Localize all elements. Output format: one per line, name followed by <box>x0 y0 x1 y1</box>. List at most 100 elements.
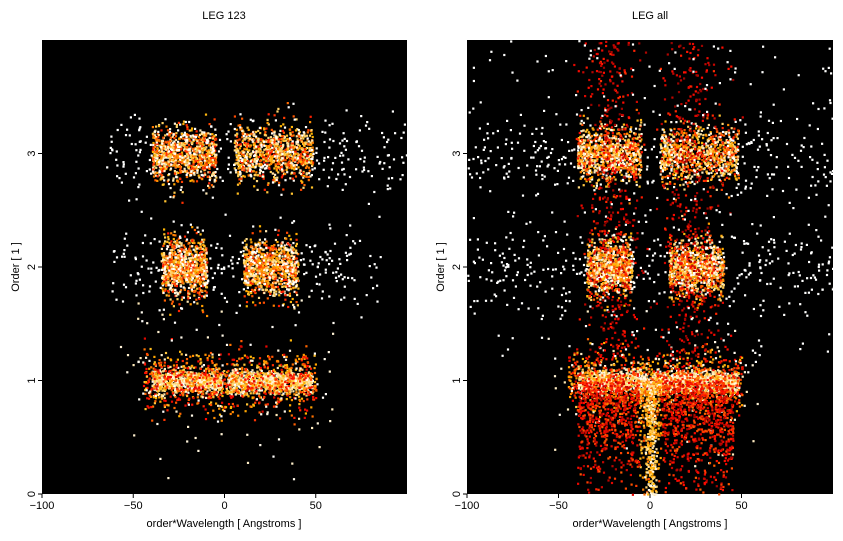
scatter-pixel <box>211 276 214 280</box>
order-1-pixel <box>218 367 221 370</box>
scatter-pixel <box>328 263 331 266</box>
order-2-pixel <box>200 289 203 292</box>
order-1-pixel <box>290 387 294 391</box>
order-1-pixel <box>290 366 293 369</box>
scatter-pixel <box>321 396 325 399</box>
order-2-pixel <box>273 291 276 294</box>
scatter-pixel <box>328 295 331 298</box>
order-2-pixel <box>165 248 169 251</box>
order-1-pixel <box>146 405 149 408</box>
scatter-pixel <box>167 477 170 480</box>
order-2-pixel <box>245 267 248 270</box>
scatter-pixel <box>327 351 330 354</box>
order-2-pixel <box>272 304 275 307</box>
order-2-pixel <box>265 244 268 247</box>
order-1-pixel <box>199 362 202 365</box>
scatter-pixel <box>321 290 324 293</box>
order-2-pixel <box>185 257 188 261</box>
order-1-pixel <box>238 348 241 351</box>
order-1-pixel <box>277 397 280 400</box>
scatter-pixel <box>217 263 220 266</box>
order-1-pixel <box>303 357 306 360</box>
order-3-pixel <box>208 186 211 189</box>
order-2-pixel <box>290 249 293 252</box>
order-2-pixel <box>273 269 276 272</box>
scatter-pixel <box>316 383 319 386</box>
order-1-pixel <box>182 371 185 374</box>
order-1-pixel <box>173 384 176 388</box>
order-2-pixel <box>170 267 173 270</box>
order-1-pixel <box>206 359 209 362</box>
scatter-pixel <box>231 369 234 372</box>
order-2-pixel <box>295 266 298 270</box>
order-1-pixel <box>230 405 233 409</box>
order-1-pixel <box>204 353 207 356</box>
order-2-pixel <box>291 272 294 276</box>
order-2-pixel <box>256 272 259 275</box>
order-1-pixel <box>279 374 282 377</box>
scatter-pixel <box>169 286 172 290</box>
order-1-pixel <box>167 383 171 386</box>
order-1-pixel <box>162 378 165 382</box>
scatter-pixel <box>128 199 131 202</box>
order-2-pixel <box>284 298 287 301</box>
order-1-pixel <box>198 387 201 390</box>
order-1-pixel <box>197 355 200 358</box>
order-1-pixel <box>272 377 275 380</box>
order-2-pixel <box>174 258 177 261</box>
order-2-pixel <box>168 261 171 264</box>
order-2-pixel <box>250 282 253 285</box>
order-1-pixel <box>246 388 249 391</box>
order-1-pixel <box>176 358 179 361</box>
order-1-pixel <box>207 373 210 377</box>
order-2-pixel <box>262 265 265 268</box>
order-1-pixel <box>232 387 235 390</box>
order-1-pixel <box>180 370 183 373</box>
order-2-pixel <box>265 280 268 283</box>
order-2-pixel <box>163 258 166 261</box>
order-1-pixel <box>269 382 272 385</box>
scatter-pixel <box>223 296 226 300</box>
order-1-pixel <box>191 385 194 388</box>
order-1-pixel <box>163 404 166 407</box>
scatter-pixel <box>168 269 171 272</box>
order-2-pixel <box>252 262 255 265</box>
order-1-pixel <box>259 383 262 386</box>
order-2-pixel <box>270 283 273 286</box>
order-2-pixel <box>177 237 180 240</box>
order-3-pixel <box>173 170 176 173</box>
order-2-pixel <box>269 274 272 277</box>
order-2-pixel <box>284 294 287 297</box>
scatter-pixel <box>180 258 183 262</box>
order-2-pixel <box>254 304 257 307</box>
order-1-pixel <box>244 370 247 373</box>
order-1-pixel <box>155 397 158 400</box>
order-2-pixel <box>275 276 278 279</box>
scatter-pixel <box>241 241 244 244</box>
order-1-pixel <box>211 372 214 375</box>
order-1-pixel <box>300 359 303 362</box>
order-1-pixel <box>238 386 241 389</box>
order-1-pixel <box>213 381 216 384</box>
order-2-pixel <box>251 280 255 283</box>
order-1-pixel <box>249 372 252 375</box>
order-1-pixel <box>309 367 313 370</box>
order-2-pixel <box>266 279 270 282</box>
scatter-pixel <box>180 252 183 256</box>
order-2-pixel <box>272 245 275 248</box>
order-1-pixel <box>240 381 243 384</box>
order-2-pixel <box>266 251 269 255</box>
order-2-pixel <box>198 283 201 286</box>
order-2-pixel <box>275 257 278 260</box>
order-2-pixel <box>187 293 190 296</box>
order-1-pixel <box>153 402 156 405</box>
scatter-pixel <box>223 267 226 270</box>
order-1-pixel <box>166 409 169 412</box>
order-1-pixel <box>178 376 182 379</box>
order-2-pixel <box>206 261 209 264</box>
order-1-pixel <box>158 396 161 399</box>
order-1-pixel <box>298 386 301 389</box>
order-2-pixel <box>194 246 197 249</box>
order-1-pixel <box>256 364 259 367</box>
